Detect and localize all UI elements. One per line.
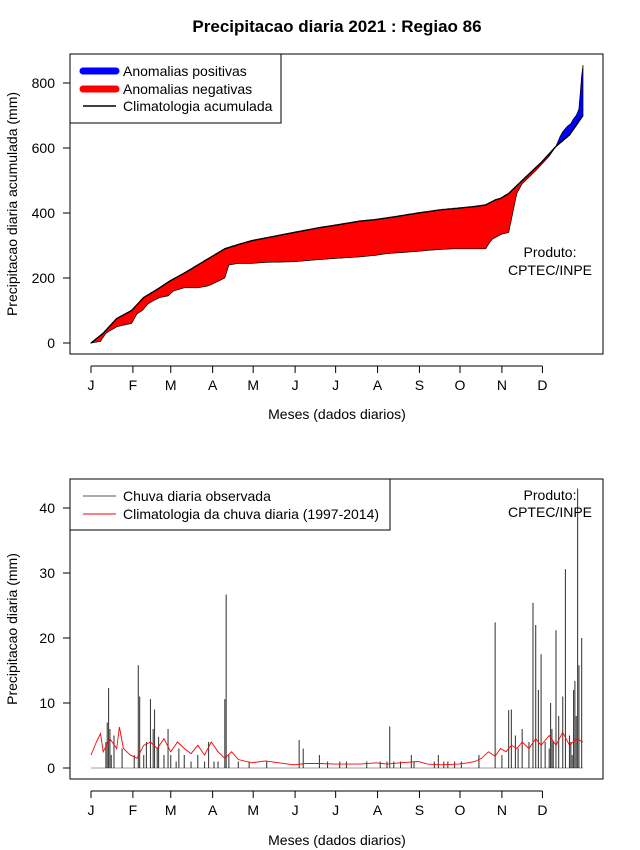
accumulated-x-tick-label: A (208, 377, 218, 393)
daily-legend-box (69, 478, 391, 531)
accumulated-x-tick-label: A (373, 377, 383, 393)
daily-x-tick-label: J (88, 802, 95, 818)
accumulated-y-tick-label: 600 (32, 140, 56, 156)
accumulated-legend: Anomalias positivas Anomalias negativas … (69, 53, 282, 124)
accumulated-y-axis-title: Precipitacao diaria acumulada (mm) (4, 92, 20, 316)
daily-legend: Chuva diaria observada Climatologia da c… (69, 478, 391, 531)
daily-climatology-legend-label: Climatologia da chuva diaria (1997-2014) (123, 506, 379, 522)
daily-y-tick-label: 40 (39, 500, 55, 516)
accumulated-x-tick-label: N (497, 377, 507, 393)
accumulated-annotation-line-2: CPTEC/INPE (508, 262, 592, 278)
daily-y-tick-label: 20 (39, 630, 55, 646)
accumulated-x-tick-label: O (455, 377, 466, 393)
accumulated-x-tick-label: J (88, 377, 95, 393)
daily-x-tick-label: S (415, 802, 424, 818)
accumulated-y-tick-label: 800 (32, 75, 56, 91)
daily-y-tick-label: 10 (39, 695, 55, 711)
climatology-legend-label: Climatologia acumulada (123, 98, 273, 114)
daily-x-tick-label: D (537, 802, 547, 818)
daily-x-tick-label: M (247, 802, 259, 818)
observed-rain-legend-label: Chuva diaria observada (123, 488, 271, 504)
accumulated-annotation-line-1: Produto: (524, 244, 577, 260)
daily-x-tick-label: J (292, 802, 299, 818)
accumulated-x-tick-label: J (332, 377, 339, 393)
daily-y-axis-title: Precipitacao diaria (mm) (4, 553, 20, 705)
daily-x-tick-label: J (332, 802, 339, 818)
daily-annotation-line-2: CPTEC/INPE (508, 504, 592, 520)
accumulated-x-tick-label: M (247, 377, 259, 393)
daily-x-tick-label: M (165, 802, 177, 818)
accumulated-x-tick-label: M (165, 377, 177, 393)
daily-y-tick-label: 30 (39, 565, 55, 581)
daily-x-tick-label: N (497, 802, 507, 818)
accumulated-y-tick-label: 200 (32, 270, 56, 286)
positive-anomaly-legend-label: Anomalias positivas (123, 63, 247, 79)
accumulated-y-tick-label: 0 (47, 335, 55, 351)
accumulated-y-tick-label: 400 (32, 205, 56, 221)
negative-anomaly-legend-label: Anomalias negativas (123, 81, 252, 97)
negative-anomaly-area (89, 115, 584, 344)
daily-x-tick-label: A (373, 802, 383, 818)
accumulated-x-tick-label: S (415, 377, 424, 393)
daily-x-tick-label: A (208, 802, 218, 818)
daily-y-tick-label: 0 (47, 760, 55, 776)
accumulated-chart: 0 200 400 600 800 J F M A M J J A S O N D Precipitacao … (4, 53, 604, 422)
daily-x-tick-label: F (129, 802, 138, 818)
daily-x-axis-title: Meses (dados diarios) (268, 832, 406, 848)
daily-climatology-line (90, 726, 584, 766)
daily-annotation: Produto: CPTEC/INPE (508, 487, 592, 520)
accumulated-annotation: Produto: CPTEC/INPE (508, 244, 592, 278)
main-title: Precipitacao diaria 2021 : Regiao 86 (192, 17, 481, 36)
daily-y-axis: 0 10 20 30 40 (39, 500, 71, 776)
accumulated-areas (89, 65, 584, 344)
daily-annotation-line-1: Produto: (524, 487, 577, 503)
accumulated-x-axis-title: Meses (dados diarios) (268, 406, 406, 422)
daily-chart: 0 10 20 30 40 J F M A M J J A S O N D Precipitacao diar… (4, 478, 604, 848)
accumulated-x-tick-label: F (129, 377, 138, 393)
accumulated-climatology-line (90, 115, 584, 344)
daily-x-tick-label: O (455, 802, 466, 818)
accumulated-y-axis: 0 200 400 600 800 (32, 75, 71, 351)
accumulated-x-tick-label: J (292, 377, 299, 393)
accumulated-x-tick-label: D (537, 377, 547, 393)
